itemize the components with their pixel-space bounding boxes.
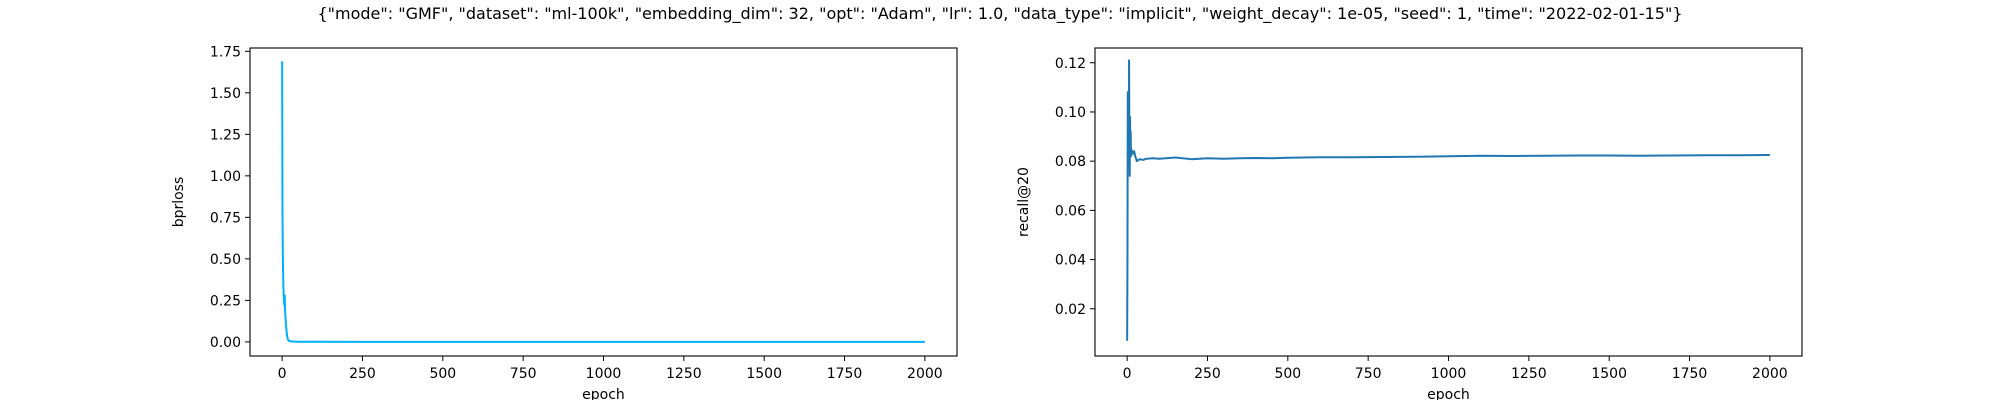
y-tick-label: 0.02: [1055, 302, 1086, 318]
x-tick-label: 1250: [666, 366, 702, 382]
series-line: [1126, 59, 1770, 341]
series-line: [281, 61, 925, 343]
y-tick-label: 1.75: [210, 44, 241, 60]
x-tick-label: 1250: [1511, 366, 1547, 382]
x-tick-label: 1500: [746, 366, 782, 382]
x-tick-label: 500: [1274, 366, 1301, 382]
x-tick-label: 750: [510, 366, 537, 382]
y-tick-label: 0.75: [210, 210, 241, 226]
x-tick-label: 250: [1194, 366, 1221, 382]
y-tick-label: 0.12: [1055, 56, 1086, 72]
x-tick-label: 0: [1123, 366, 1132, 382]
x-tick-label: 0: [278, 366, 287, 382]
y-tick-label: 1.25: [210, 127, 241, 143]
x-tick-label: 1750: [827, 366, 863, 382]
left-subplot: 0 250 500 750 1000 1250 1500 1750 2000 0.00 0.25 0.…: [171, 44, 958, 400]
y-axis-label: bprloss: [171, 177, 187, 228]
x-tick-label: 500: [429, 366, 456, 382]
y-tick-label: 0.25: [210, 293, 241, 309]
y-axis-label: recall@20: [1016, 167, 1032, 237]
y-tick-label: 1.50: [210, 86, 241, 102]
x-tick-label: 1500: [1591, 366, 1627, 382]
x-axis-label: epoch: [1427, 387, 1470, 400]
x-tick-label: 1750: [1672, 366, 1708, 382]
y-tick-label: 0.50: [210, 252, 241, 268]
x-axis-label: epoch: [582, 387, 625, 400]
x-tick-label: 2000: [1752, 366, 1788, 382]
y-tick-label: 0.04: [1055, 253, 1086, 269]
y-tick-label: 0.06: [1055, 203, 1086, 219]
x-tick-label: 2000: [907, 366, 943, 382]
x-tick-label: 750: [1355, 366, 1382, 382]
x-tick-label: 1000: [586, 366, 622, 382]
plot-frame: [249, 47, 958, 357]
right-subplot: 0 250 500 750 1000 1250 1500 1750 2000 0.02 0.04 0.…: [1016, 47, 1803, 400]
x-tick-label: 1000: [1431, 366, 1467, 382]
plot-frame: [1094, 47, 1803, 357]
y-tick-label: 1.00: [210, 169, 241, 185]
y-tick-label: 0.08: [1055, 154, 1086, 170]
y-tick-label: 0.10: [1055, 105, 1086, 121]
y-tick-label: 0.00: [210, 335, 241, 351]
figure-title: {"mode": "GMF", "dataset": "ml-100k", "e…: [317, 4, 1683, 23]
x-tick-label: 250: [349, 366, 376, 382]
